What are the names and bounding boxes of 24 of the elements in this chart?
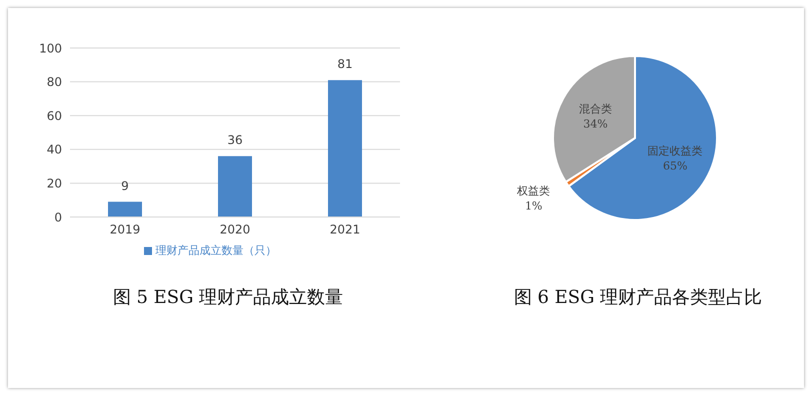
y-tick-label: 0 <box>54 210 62 224</box>
data-label: 34% <box>583 117 608 130</box>
y-tick-label: 100 <box>39 41 62 56</box>
text: 图 5 ESG 理财产品成立数量 <box>112 286 344 309</box>
data-label: 1% <box>524 200 542 213</box>
y-tick-label: 40 <box>46 142 62 157</box>
legend-label: 理财产品成立数量（只） <box>156 244 276 257</box>
x-tick-label: 2020 <box>220 222 250 237</box>
data-label: 65% <box>662 159 688 172</box>
bar <box>328 80 362 217</box>
text: 图 6 ESG 理财产品各类型占比 <box>512 286 764 309</box>
slice-label: 混合类 <box>578 102 612 116</box>
x-tick-label: 2021 <box>330 222 360 237</box>
y-tick-label: 80 <box>46 75 62 90</box>
y-tick-label: 20 <box>46 176 62 190</box>
bar <box>218 156 252 217</box>
y-tick-label: 60 <box>46 108 62 123</box>
x-tick-label: 2019 <box>110 222 140 237</box>
slice-label: 固定收益类 <box>648 144 703 158</box>
slice-label: 权益类 <box>516 184 550 198</box>
bar <box>108 202 142 217</box>
data-label: 36 <box>227 133 243 148</box>
data-label: 81 <box>337 57 353 72</box>
data-label: 9 <box>121 178 129 193</box>
